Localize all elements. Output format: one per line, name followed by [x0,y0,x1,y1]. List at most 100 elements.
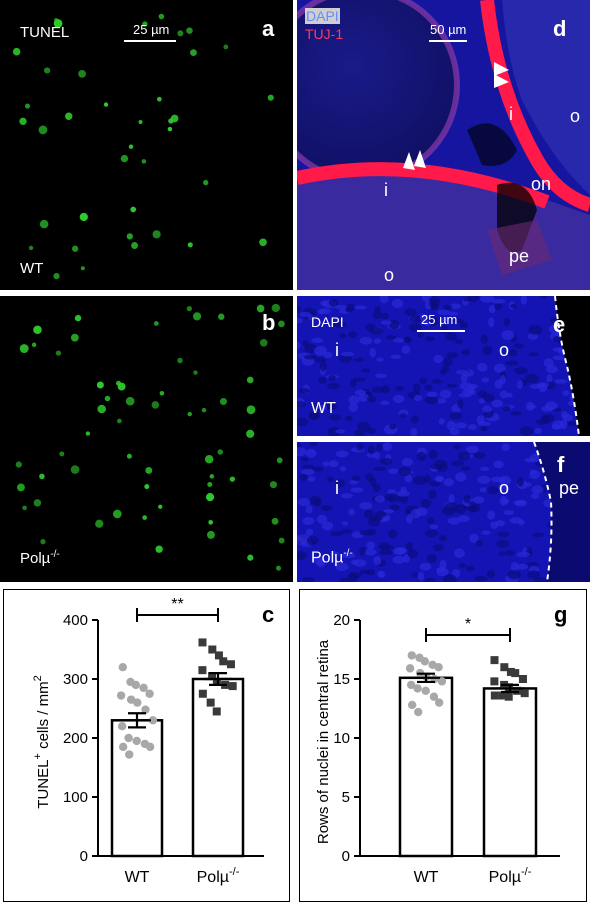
panel-e-label-i: i [335,340,339,360]
nucleus [309,410,319,420]
nucleus [320,300,328,307]
nucleus [359,336,373,345]
nucleus [350,559,358,565]
nucleus [505,360,519,366]
tunel-dot [115,380,121,386]
nucleus [480,296,495,303]
nucleus [311,466,324,472]
nucleus [437,309,450,315]
panel-a-scale-bar [124,40,176,42]
nucleus [381,385,391,394]
y-tick-label: 0 [342,848,350,865]
nucleus [487,485,499,495]
panel-f-label-pe: pe [559,478,580,498]
significance-bracket [136,608,219,622]
tunel-dot [278,537,285,544]
y-tick-label: 300 [63,671,88,688]
nucleus [297,497,311,507]
tunel-dot [209,474,215,479]
data-point [490,691,499,700]
nucleus [438,535,448,542]
y-axis-label: TUNEL+ cells / mm2 [32,675,52,808]
nucleus [452,318,465,324]
nucleus [426,391,438,398]
nucleus [439,559,447,570]
nucleus [301,468,315,476]
panel-a-cell-dots [12,13,274,280]
nucleus [341,521,349,526]
nucleus [359,569,371,575]
nucleus [373,466,387,471]
nucleus [424,384,433,391]
tunel-dot [95,519,104,528]
nucleus [328,375,336,382]
data-point [407,700,417,710]
nucleus [379,458,393,465]
nucleus [442,304,453,311]
nucleus [394,385,404,391]
data-point [208,672,217,681]
nucleus [334,305,348,310]
tunel-dot [55,350,62,356]
nucleus [298,388,310,394]
nucleus [348,403,359,412]
nucleus [410,427,418,436]
nucleus [407,549,418,558]
data-point [141,705,150,714]
nucleus [449,411,463,420]
tunel-dot [151,401,160,409]
data-point [506,667,515,676]
nucleus [468,296,480,303]
panel-a-stain-label: TUNEL [20,24,70,41]
nucleus [480,425,488,432]
nucleus [378,549,393,556]
nucleus [373,556,382,565]
nucleus [339,466,347,472]
tunel-dot [152,230,161,239]
nucleus [356,421,371,432]
tunel-dot [103,102,109,107]
tunel-dot [156,96,162,102]
tunel-dot [22,505,27,511]
y-tick-label: 15 [333,671,350,688]
panel-b-genotype-base: Polµ [20,550,51,567]
tunel-dot [125,396,135,406]
nucleus [366,452,376,458]
data-point [219,657,228,666]
data-point [132,736,141,746]
tunel-dot [138,119,143,124]
nucleus [501,443,510,452]
data-point [198,689,207,698]
nucleus [303,354,317,360]
data-point [518,675,527,683]
nucleus [389,423,397,430]
nucleus [353,357,364,363]
panel-b-genotype: Polµ-/- [20,549,60,567]
nucleus [468,383,478,390]
nucleus [545,401,558,410]
nucleus [297,554,303,559]
nucleus [327,427,342,436]
nucleus [359,546,366,556]
tunel-dot [259,339,268,347]
panel-d-retina-overview: DAPI TUJ-1 50 µm d i o i o on pe [297,0,590,290]
nucleus [499,374,506,385]
nucleus [405,541,413,551]
nucleus [305,448,317,458]
nucleus [510,411,522,416]
tunel-dot [267,94,274,101]
nucleus [399,413,407,418]
nucleus [348,395,360,405]
panel-d-legend-dapi: DAPI [305,8,340,24]
tunel-dot [203,179,209,186]
nucleus [460,466,471,471]
nucleus [417,571,425,581]
tunel-dot [159,390,165,396]
nucleus [546,381,556,390]
data-point [490,677,499,686]
panel-d-label-pe: pe [509,246,530,266]
nucleus [317,404,327,411]
nucleus [539,296,548,299]
tunel-dot [218,313,225,320]
panel-e-boundary-line [554,296,590,436]
